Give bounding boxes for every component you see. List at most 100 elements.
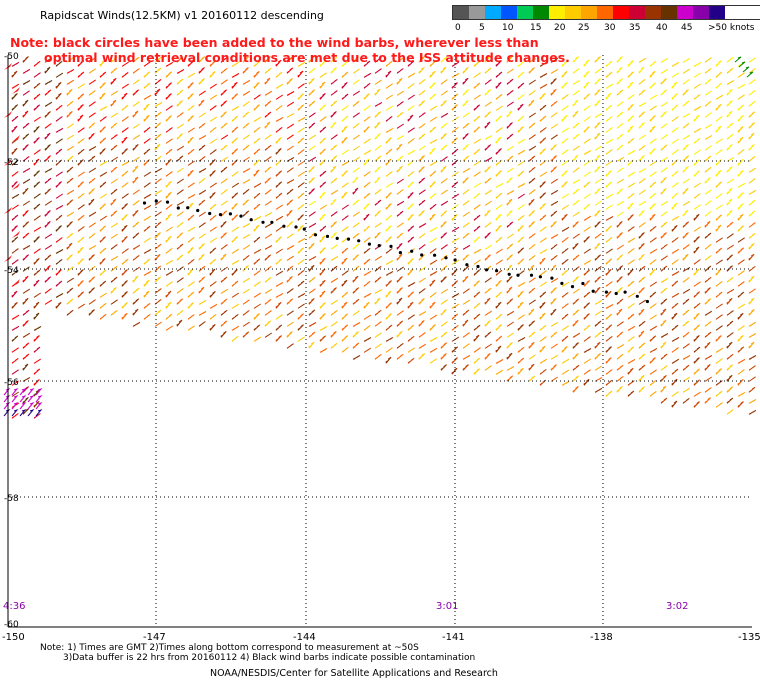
wind-barb (572, 145, 580, 151)
wind-barb (275, 324, 283, 331)
legend-label: 5 (479, 23, 485, 33)
wind-barb (385, 203, 392, 210)
wind-barb (594, 299, 603, 305)
wind-barb (506, 286, 513, 294)
contamination-circle (465, 263, 469, 267)
wind-barb (385, 94, 393, 100)
wind-barb (22, 320, 29, 327)
wind-barb (132, 254, 140, 261)
legend-label: 30 (604, 23, 616, 33)
wind-barb (627, 182, 636, 188)
wind-speed-legend: 0 5 10 15 20 25 30 35 40 45 >50 knots (452, 5, 760, 35)
wind-barb (110, 244, 118, 250)
wind-barb (440, 112, 449, 118)
wind-barb (341, 204, 349, 210)
wind-barb (88, 232, 96, 239)
wind-barb (726, 364, 734, 371)
wind-barb (165, 93, 172, 100)
wind-barb (649, 248, 658, 254)
wind-barb (418, 56, 425, 63)
wind-barb (374, 166, 381, 173)
legend-swatch (661, 6, 677, 19)
wind-barb (33, 236, 40, 243)
wind-barb (649, 268, 656, 276)
wind-barb (704, 276, 712, 283)
wind-barb (561, 127, 570, 133)
wind-barb (297, 116, 306, 122)
wind-barb (638, 320, 646, 327)
wind-barb (748, 355, 757, 360)
wind-barb (572, 199, 580, 206)
wind-barb (22, 245, 31, 250)
wind-barb (484, 111, 492, 118)
wind-barb (715, 358, 723, 364)
wind-barb (561, 380, 570, 386)
wind-barb (737, 169, 744, 177)
wind-barb (121, 269, 128, 276)
wind-barb (627, 237, 636, 243)
wind-barb (165, 61, 174, 67)
wind-barb (649, 148, 656, 155)
wind-barb (352, 211, 360, 217)
wind-barb (264, 265, 272, 272)
wind-barb (627, 325, 636, 331)
wind-barb (22, 133, 30, 140)
wind-barb (473, 60, 481, 67)
wind-barb (616, 156, 625, 162)
wind-barb (627, 150, 636, 155)
wind-barb (429, 301, 436, 309)
wind-barb (11, 401, 19, 410)
wind-barb (154, 155, 162, 162)
wind-barb (715, 125, 722, 133)
wind-barb (99, 137, 107, 144)
wind-barb (682, 57, 691, 63)
wind-barb (22, 221, 30, 228)
wind-barb (396, 297, 403, 305)
wind-barb (11, 204, 19, 210)
wind-barb (231, 81, 238, 89)
wind-barb (726, 254, 734, 261)
wind-barb (264, 200, 272, 206)
wind-barb (88, 299, 96, 305)
wind-barb (517, 346, 525, 353)
wind-barb (374, 332, 382, 338)
wind-barb (22, 363, 29, 371)
wind-barb (715, 402, 723, 408)
wind-barb (385, 182, 393, 188)
wind-barb (539, 281, 547, 287)
wind-barb (286, 343, 294, 349)
wind-barb (462, 66, 469, 74)
wind-barb (308, 77, 315, 85)
wind-barb (319, 302, 326, 309)
wind-barb (275, 71, 283, 78)
contamination-circle (325, 234, 330, 238)
wind-barb (583, 116, 591, 122)
wind-barb (242, 199, 250, 206)
wind-barb (33, 137, 40, 144)
wind-barb (231, 313, 239, 320)
wind-barb (660, 57, 669, 63)
wind-barb (19, 394, 27, 403)
wind-barb (473, 259, 481, 265)
wind-barb (407, 105, 415, 111)
wind-barb (286, 78, 293, 85)
wind-barb (726, 221, 734, 228)
wind-barb (374, 144, 382, 151)
wind-barb (550, 123, 559, 129)
wind-barb (121, 291, 128, 298)
wind-barb (550, 88, 557, 96)
wind-barb (748, 100, 756, 107)
wind-barb (66, 79, 75, 85)
wind-barb (484, 121, 491, 129)
wind-barb (231, 72, 240, 78)
wind-barb (704, 123, 713, 129)
legend-swatch (693, 6, 709, 19)
wind-barb (209, 226, 217, 232)
wind-barb (550, 364, 557, 371)
wind-barb (143, 71, 151, 78)
wind-barb (561, 345, 568, 353)
wind-barb (275, 94, 283, 100)
wind-barb (121, 61, 129, 67)
wind-barb (220, 253, 227, 261)
wind-barb (638, 78, 646, 85)
